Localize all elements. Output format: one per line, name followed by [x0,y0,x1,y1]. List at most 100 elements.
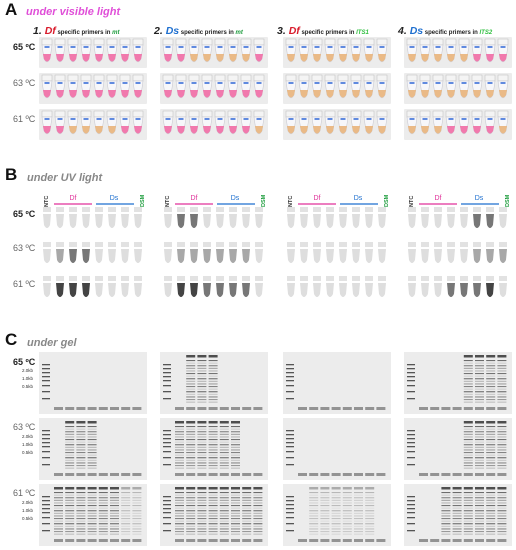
gel-lane [121,473,131,476]
tube [132,38,144,63]
uv-photo-p3-r2 [283,240,391,268]
gel-lane [463,487,473,542]
tube [324,38,336,63]
gel-lane [497,421,507,476]
gel-lane [441,473,451,476]
uv-tube [365,276,373,297]
uv-tube [164,207,172,228]
tube [106,74,118,99]
tube [93,38,105,63]
tube [376,74,388,99]
gel-ladder-labels-r3: 2.0kb 1.0kb 0.5kb [22,500,38,530]
uv-tube [216,276,224,297]
uv-ds-label: Ds [475,195,484,202]
uv-dsm-label: DSM [140,194,146,207]
uv-photo-p3-r1 [283,205,391,233]
tube [311,110,323,135]
uv-tube-strip [164,242,263,263]
uv-tube [69,207,77,228]
tube-photo-p4-r1 [404,37,512,68]
uv-tube [447,242,455,263]
gel-lane [342,407,352,410]
uv-tube [408,207,416,228]
gel-lane [132,407,142,410]
gel-p2-r2 [160,418,268,480]
uv-tube [108,276,116,297]
gel-lane [376,407,386,410]
gel-ladder-label: 1.0kb [22,508,34,513]
uv-tube [56,276,64,297]
tube [471,74,483,99]
tube [324,74,336,99]
tube [311,38,323,63]
gel-p3-r1 [283,352,391,414]
gel-lane [65,421,75,476]
uv-tube [69,276,77,297]
section-b-letter: B [5,165,18,184]
tube-photo-p4-r3 [404,109,512,140]
tube [484,74,496,99]
uv-tube [82,242,90,263]
panel-title-4: 4. Ds specific primers in ITS2 [398,25,492,37]
uv-header-4: NTC DSM Df Ds [409,194,511,207]
temp-a-61: 61 ºC [13,114,36,124]
gel-ladder-lane [407,496,415,532]
tube [214,38,226,63]
gel-lane [132,487,142,542]
uv-tube [164,276,172,297]
uv-ds-label: Ds [354,195,363,202]
tube [285,74,297,99]
uv-tube [486,242,494,263]
tube-photo-p1-r1 [39,37,147,68]
uv-photo-p1-r3 [39,274,147,302]
uv-tube [300,242,308,263]
tube [432,110,444,135]
tube [298,110,310,135]
uv-tube [95,242,103,263]
uv-tube [43,276,51,297]
uv-tube [108,207,116,228]
tube [54,110,66,135]
panel-num: 4. [398,25,410,37]
gel-ladder-lane [286,364,294,400]
uv-tube [378,207,386,228]
uv-tube [216,242,224,263]
uv-tube [365,242,373,263]
gel-lane [354,407,363,410]
uv-ntc-label: NTC [165,196,171,207]
uv-photo-p2-r2 [160,240,268,268]
tube [106,110,118,135]
tube-photo-p4-r2 [404,73,512,104]
uv-tube [255,242,263,263]
uv-tube-strip [287,242,386,263]
gel-lane [320,473,330,476]
gel-lane [54,487,63,542]
uv-tube [473,276,481,297]
gel-ladder-label: 0.5kb [22,384,34,389]
uv-tube [242,242,250,263]
gel-lane [430,539,440,542]
gel-lane [54,407,63,410]
panel-region: mt [112,30,120,36]
uv-tube [43,242,51,263]
panel-num: 2. [154,25,166,37]
gel-lane [208,487,218,542]
uv-ds-label: Ds [231,195,240,202]
uv-photo-p3-r3 [283,274,391,302]
uv-dsm-label: DSM [384,194,390,207]
uv-ntc-label: NTC [44,196,50,207]
gel-lane [475,421,484,476]
panel-mid: specific primers in [179,30,236,36]
uv-photo-p2-r1 [160,205,268,233]
tube [484,110,496,135]
gel-lane [231,421,240,476]
tube [298,74,310,99]
panel-target: Ds [409,25,424,37]
tube [227,74,239,99]
gel-ladder-lane [163,496,171,532]
tube-strip [285,74,388,99]
section-c-letter: C [5,330,18,349]
uv-tube [473,242,481,263]
uv-tube [447,207,455,228]
uv-tube [460,207,468,228]
